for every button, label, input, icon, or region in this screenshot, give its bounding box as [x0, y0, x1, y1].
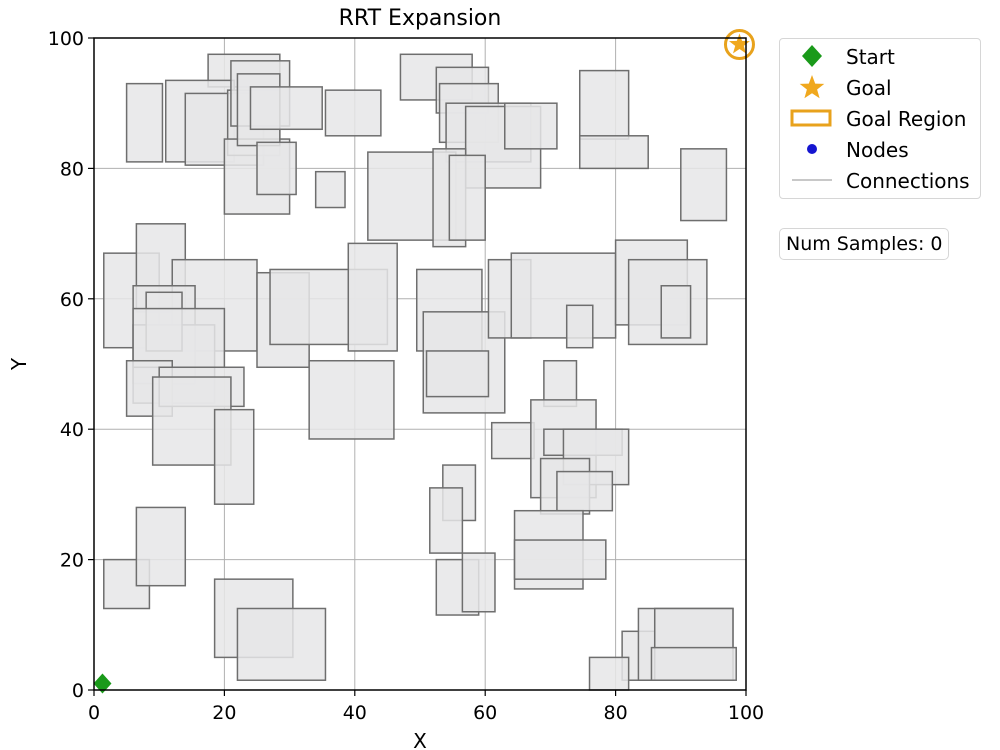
obstacle [324, 89, 382, 137]
obstacle [461, 552, 496, 613]
obstacle [565, 304, 594, 349]
rectangle-outline-icon [790, 109, 832, 127]
legend-item-connections: Connections [780, 166, 980, 194]
obstacle [347, 242, 398, 352]
legend-label: Goal Region [846, 107, 967, 131]
obstacle [650, 646, 737, 681]
x-tick-label: 60 [473, 702, 497, 724]
obstacle [429, 487, 464, 554]
x-tick-label: 0 [88, 702, 100, 724]
legend-label: Start [846, 45, 895, 69]
legend-item-goal-region: Goal Region [780, 104, 980, 132]
y-tick-label: 0 [72, 680, 84, 702]
y-tick-label: 100 [48, 28, 84, 50]
plot-frame [93, 37, 747, 691]
y-tick-label: 60 [60, 289, 84, 311]
x-tick-label: 40 [343, 702, 367, 724]
obstacle [236, 607, 327, 681]
y-tick-label: 20 [60, 550, 84, 572]
x-tick-label: 100 [728, 702, 764, 724]
legend-item-nodes: Nodes [780, 135, 980, 163]
dot-icon [807, 144, 817, 154]
markers-layer [93, 29, 755, 694]
legend-item-goal: Goal [780, 73, 980, 101]
x-tick-label: 80 [604, 702, 628, 724]
obstacle [249, 86, 323, 131]
legend-label: Nodes [846, 138, 909, 162]
obstacle [510, 252, 617, 339]
obstacle [627, 258, 708, 346]
obstacle [504, 102, 558, 150]
obstacle [125, 82, 164, 163]
goal-region [723, 29, 755, 61]
obstacle [135, 506, 187, 587]
obstacle [308, 359, 395, 440]
obstacle [556, 470, 614, 512]
obstacle [132, 307, 226, 369]
obstacle [660, 285, 692, 339]
chart-title: RRT Expansion [339, 6, 502, 31]
x-tick-label: 20 [212, 702, 236, 724]
x-axis-label: X [413, 729, 427, 750]
obstacle [578, 69, 630, 140]
obstacle [314, 170, 346, 209]
obstacles-layer [103, 53, 737, 691]
legend: Start Goal Goal Region Nodes Connections [779, 38, 981, 199]
num-samples-display: Num Samples: 0 [779, 228, 950, 260]
legend-item-start: Start [780, 42, 980, 70]
y-axis-label: Y [7, 357, 31, 371]
obstacle [680, 148, 728, 222]
star-icon [799, 75, 825, 99]
obstacle [425, 350, 490, 398]
diamond-icon [802, 45, 822, 67]
obstacle [490, 421, 535, 460]
line-icon [792, 179, 832, 181]
start-marker [93, 673, 112, 694]
obstacle [588, 656, 630, 691]
obstacle [213, 408, 255, 505]
obstacle [256, 141, 297, 196]
goal-marker [729, 33, 750, 54]
axis-ticks: 0 20 40 60 80 100 0 20 40 60 80 100 [48, 28, 764, 724]
y-tick-label: 40 [60, 419, 84, 441]
legend-label: Goal [846, 76, 892, 100]
obstacle [578, 135, 649, 170]
legend-label: Connections [846, 169, 970, 193]
obstacle [513, 539, 607, 580]
obstacle [448, 154, 486, 241]
y-tick-label: 80 [60, 158, 84, 180]
obstacle [543, 359, 578, 408]
